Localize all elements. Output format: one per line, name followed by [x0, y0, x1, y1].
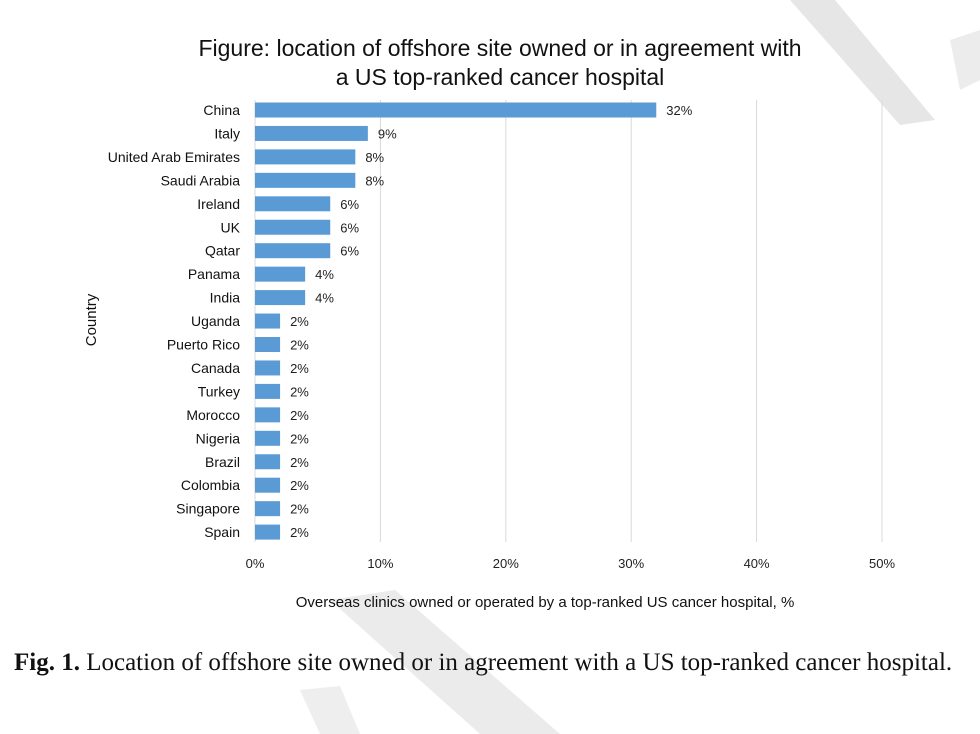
value-label: 32%	[666, 103, 692, 118]
category-label: UK	[221, 219, 241, 235]
bar	[255, 454, 281, 470]
bar	[255, 407, 281, 423]
bar	[255, 360, 281, 376]
gridlines	[254, 100, 883, 542]
category-label: India	[210, 290, 241, 306]
x-axis-label: Overseas clinics owned or operated by a …	[296, 594, 795, 611]
category-label: Colombia	[181, 477, 240, 493]
category-label: Ireland	[197, 196, 240, 212]
x-tick-label: 10%	[367, 556, 393, 571]
category-label: Uganda	[191, 313, 240, 329]
bar	[255, 149, 356, 165]
category-label: Panama	[188, 266, 240, 282]
value-label: 2%	[290, 455, 309, 470]
value-label: 2%	[290, 525, 309, 540]
category-label: Qatar	[205, 243, 240, 259]
chart-title-line-1: Figure: location of offshore site owned …	[198, 35, 802, 61]
value-label: 2%	[290, 502, 309, 517]
value-label: 6%	[340, 244, 359, 259]
caption-label: Fig. 1.	[14, 649, 80, 676]
value-label: 2%	[290, 478, 309, 493]
bar	[255, 501, 281, 517]
x-tick-label: 30%	[618, 556, 644, 571]
figure-caption: Fig. 1. Location of offshore site owned …	[14, 646, 969, 679]
value-label: 6%	[340, 220, 359, 235]
bar	[255, 125, 368, 141]
chart-title-line-2: a US top-ranked cancer hospital	[335, 64, 665, 90]
value-label: 2%	[290, 408, 309, 423]
bar	[255, 383, 281, 399]
category-label: Singapore	[176, 501, 240, 517]
value-label: 8%	[365, 173, 384, 188]
category-label: Puerto Rico	[167, 337, 240, 353]
bar	[255, 337, 281, 352]
bar-chart: China Italy United Arab Emirates Saudi Arab…	[83, 100, 896, 611]
category-label: China	[203, 102, 240, 118]
bar	[255, 290, 306, 306]
bar	[255, 219, 331, 235]
x-tick-label: 20%	[493, 556, 519, 571]
bar	[255, 102, 657, 118]
category-label: Nigeria	[196, 430, 241, 446]
value-label: 2%	[290, 361, 309, 376]
bar	[255, 196, 331, 212]
bar	[255, 243, 331, 259]
value-label: 2%	[290, 384, 309, 399]
caption-text: Location of offshore site owned or in ag…	[86, 649, 953, 676]
category-label: United Arab Emirates	[108, 149, 240, 165]
category-label: Morocco	[186, 407, 240, 423]
category-label: Spain	[204, 524, 240, 540]
x-tick-label: 0%	[246, 556, 265, 571]
bars	[255, 102, 657, 540]
value-label: 8%	[365, 150, 384, 165]
value-labels: 32% 9% 8% 8% 6% 6% 6% 4% 4% 2% 2% 2% 2% 2% 2% 2% 2% 2% 2%	[290, 103, 693, 540]
bar	[255, 172, 356, 188]
bar	[255, 266, 306, 282]
x-tick-label: 40%	[744, 556, 770, 571]
value-label: 4%	[315, 291, 334, 306]
bar	[255, 430, 281, 446]
value-label: 2%	[290, 431, 309, 446]
value-label: 2%	[290, 338, 309, 353]
category-labels: China Italy United Arab Emirates Saudi Arab…	[108, 102, 241, 540]
category-label: Turkey	[198, 383, 240, 399]
x-tick-label: 50%	[869, 556, 895, 571]
category-label: Saudi Arabia	[161, 172, 241, 188]
x-tick-labels: 0% 10% 20% 30% 40% 50%	[246, 556, 896, 571]
value-label: 6%	[340, 197, 359, 212]
y-axis-label: Country	[83, 293, 100, 346]
chart-title: Figure: location of offshore site owned …	[170, 34, 830, 92]
category-label: Italy	[214, 125, 240, 141]
value-label: 4%	[315, 267, 334, 282]
bar	[255, 477, 281, 493]
value-label: 2%	[290, 314, 309, 329]
category-label: Canada	[191, 360, 240, 376]
bar	[255, 313, 281, 329]
bar	[255, 524, 281, 540]
category-label: Brazil	[205, 454, 240, 470]
value-label: 9%	[378, 126, 397, 141]
